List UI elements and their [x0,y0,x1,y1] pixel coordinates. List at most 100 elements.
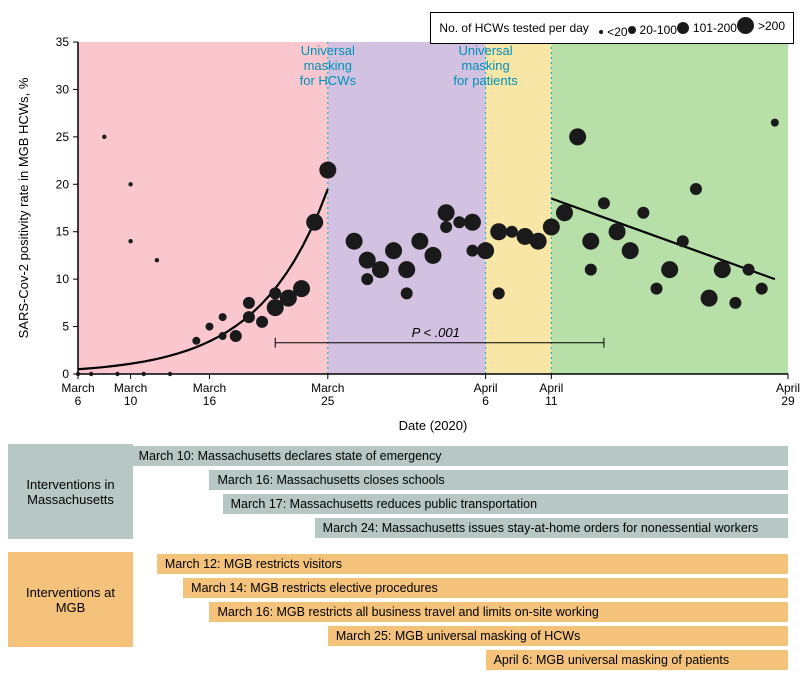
data-point [729,297,741,309]
data-point [361,273,373,285]
x-axis-label: Date (2020) [399,418,468,433]
x-tick-label: 25 [321,394,335,408]
y-tick-label: 35 [56,35,70,49]
x-tick-label: 29 [781,394,795,408]
y-tick-label: 5 [62,320,69,334]
data-point [543,218,560,235]
x-tick-label: 11 [545,394,558,408]
timeline-bar: March 24: Massachusetts issues stay-at-h… [315,518,788,538]
data-point [556,204,573,221]
data-point [115,372,119,376]
data-point [401,287,413,299]
data-point [219,332,227,340]
legend-item-label: 101-200 [693,21,737,35]
timeline-group: Interventions at MGBMarch 12: MGB restri… [8,552,802,674]
data-point [269,287,281,299]
y-tick-label: 30 [56,82,70,96]
data-point [477,242,494,259]
data-point [155,258,159,262]
data-point [582,233,599,250]
legend: No. of HCWs tested per day <20 20-100 101-… [430,12,794,44]
data-point [466,245,478,257]
data-point [230,330,242,342]
data-point [219,313,227,321]
x-tick-label: 6 [75,394,82,408]
data-point [398,261,415,278]
x-tick-label: March [193,381,226,395]
data-point [585,264,597,276]
timeline-bar: March 16: Massachusetts closes schools [209,470,788,490]
legend-marker-icon [599,30,603,34]
data-point [168,372,172,376]
data-point [438,204,455,221]
data-point [493,287,505,299]
phase-band [328,42,486,374]
timeline-bar: April 6: MGB universal masking of patien… [486,650,788,670]
legend-title: No. of HCWs tested per day [439,21,588,35]
data-point [243,297,255,309]
x-tick-label: March [114,381,147,395]
data-point [205,323,213,331]
y-axis-label: SARS-Cov-2 positivity rate in MGB HCWs, … [16,77,31,338]
data-point [622,242,639,259]
p-value-label: P < .001 [412,325,460,340]
interventions-timeline: Interventions in MassachusettsMarch 10: … [8,444,802,684]
timeline-bar: March 14: MGB restricts elective procedu… [183,578,788,598]
legend-marker-icon [737,17,754,34]
legend-item: 20-100 [628,23,677,37]
legend-item: >200 [737,17,785,34]
legend-marker-icon [628,26,636,34]
x-tick-label: April [539,381,563,395]
data-point [128,239,132,243]
data-point [609,223,626,240]
data-point [425,247,442,264]
timeline-group: Interventions in MassachusettsMarch 10: … [8,444,802,542]
data-point [385,242,402,259]
data-point [453,216,465,228]
data-point [319,162,336,179]
legend-item: 101-200 [677,21,737,35]
data-point [346,233,363,250]
phase-annotation: Universalmaskingfor patients [441,44,531,89]
data-point [243,311,255,323]
legend-item-label: 20-100 [640,23,677,37]
x-tick-label: April [474,381,498,395]
y-tick-label: 10 [56,272,70,286]
data-point [372,261,389,278]
data-point [464,214,481,231]
timeline-bar: March 10: Massachusetts declares state o… [131,446,788,466]
phase-band [551,42,788,374]
x-tick-label: 10 [124,394,138,408]
phase-annotation: Universalmaskingfor HCWs [283,44,373,89]
x-tick-label: 16 [203,394,217,408]
phase-band [78,42,328,374]
data-point [102,135,106,139]
data-point [637,207,649,219]
data-point [490,223,507,240]
legend-marker-icon [677,22,689,34]
data-point [569,128,586,145]
data-point [142,372,146,376]
data-point [690,183,702,195]
x-tick-label: 6 [482,394,489,408]
scatter-chart: 05101520253035SARS-Cov-2 positivity rate… [8,8,802,438]
data-point [530,233,547,250]
data-point [440,221,452,233]
data-point [701,290,718,307]
chart-area: No. of HCWs tested per day <20 20-100 101-… [8,8,802,438]
data-point [677,235,689,247]
data-point [506,226,518,238]
figure: No. of HCWs tested per day <20 20-100 101-… [0,0,810,692]
data-point [743,264,755,276]
x-tick-label: March [61,381,94,395]
data-point [714,261,731,278]
data-point [661,261,678,278]
data-point [76,372,80,376]
data-point [306,214,323,231]
legend-item-label: <20 [607,25,627,39]
x-tick-label: April [776,381,800,395]
data-point [293,280,310,297]
data-point [771,119,779,127]
data-point [128,182,132,186]
y-tick-label: 25 [56,130,70,144]
